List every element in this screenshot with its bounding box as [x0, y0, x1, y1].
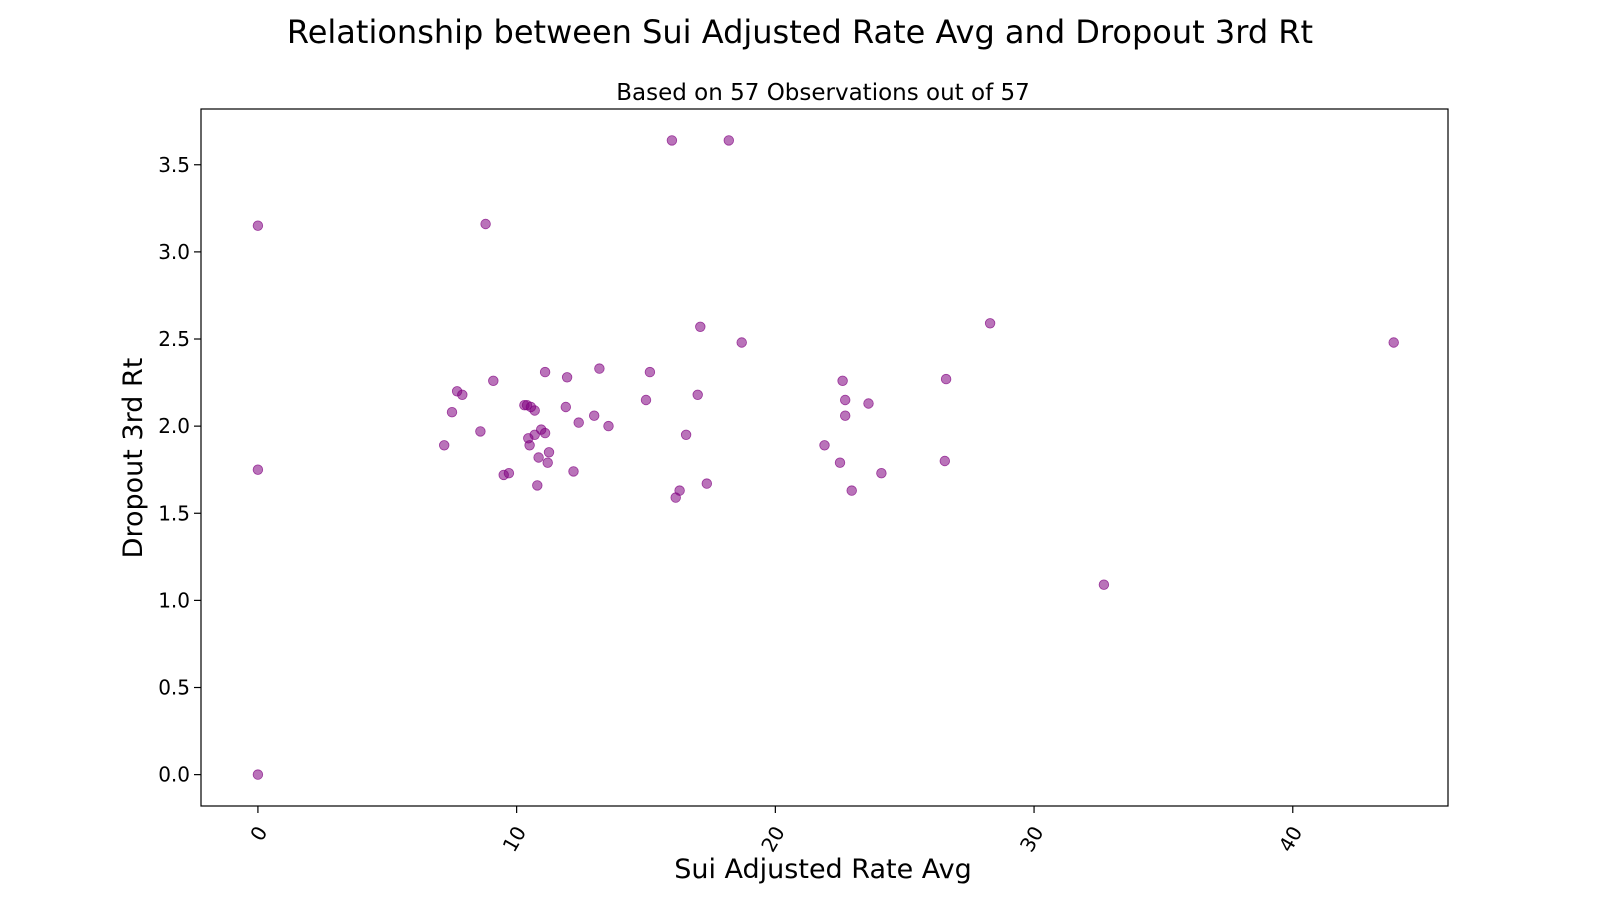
y-tick-label-3: 1.5: [158, 501, 190, 525]
x-tick-label-4: 40: [1274, 822, 1308, 856]
data-point-7: [475, 426, 486, 437]
data-point-53: [940, 373, 952, 385]
data-point-4: [446, 407, 458, 418]
data-point-54: [984, 318, 996, 329]
data-point-47: [840, 410, 851, 421]
data-point-0: [252, 220, 264, 231]
y-axis-ticks: 0.0 0.5 1.0 1.5 2.0 2.5 3.0 3.5: [158, 153, 201, 787]
data-point-15: [524, 440, 535, 451]
data-point-9: [488, 375, 499, 387]
data-point-42: [723, 135, 735, 146]
data-point-30: [589, 410, 600, 421]
chart-title: Relationship between Sui Adjusted Rate A…: [287, 13, 1313, 51]
data-point-6: [457, 389, 468, 401]
data-point-55: [1098, 579, 1110, 590]
data-point-45: [834, 457, 846, 468]
data-point-2: [252, 769, 264, 780]
data-point-25: [543, 447, 555, 458]
y-axis-label: Dropout 3rd Rt: [118, 358, 149, 559]
data-point-29: [573, 417, 584, 428]
data-points: [252, 135, 1399, 780]
data-point-37: [674, 485, 685, 496]
data-point-50: [863, 398, 874, 409]
x-tick-label-0: 0: [245, 822, 272, 845]
data-point-39: [692, 389, 703, 401]
data-point-34: [644, 366, 656, 378]
data-point-33: [640, 394, 652, 406]
chart-subtitle: Based on 57 Observations out of 57: [616, 80, 1030, 106]
data-point-56: [1388, 337, 1399, 348]
data-point-8: [480, 218, 491, 230]
y-tick-label-0: 0.0: [158, 763, 190, 787]
data-point-40: [695, 321, 706, 333]
plot-area-frame: [200, 108, 1449, 807]
x-tick-label-3: 30: [1015, 822, 1049, 856]
y-tick-label-2: 1.0: [158, 588, 190, 612]
data-point-28: [568, 466, 579, 477]
data-point-32: [603, 420, 614, 432]
data-point-20: [533, 452, 544, 463]
x-axis-label: Sui Adjusted Rate Avg: [674, 854, 972, 885]
data-point-51: [876, 468, 887, 479]
y-tick-label-5: 2.5: [158, 327, 190, 351]
data-point-1: [252, 464, 264, 475]
y-tick-label-6: 3.0: [158, 240, 190, 264]
data-point-19: [532, 480, 543, 491]
data-point-43: [736, 337, 747, 348]
y-tick-label-4: 2.0: [158, 414, 190, 438]
data-point-41: [701, 478, 713, 489]
data-point-46: [837, 375, 848, 387]
data-point-27: [561, 372, 573, 383]
data-point-44: [819, 440, 830, 451]
data-point-38: [680, 429, 692, 441]
data-point-23: [539, 427, 551, 439]
data-point-11: [503, 468, 515, 479]
data-point-35: [666, 135, 678, 146]
data-point-26: [560, 401, 572, 413]
data-point-31: [594, 363, 605, 374]
x-tick-label-1: 10: [498, 822, 532, 856]
data-point-24: [542, 457, 553, 468]
data-point-52: [939, 455, 951, 467]
data-point-22: [539, 366, 551, 378]
x-axis-ticks: 0 10 20 30 40: [245, 806, 1307, 856]
data-point-48: [840, 394, 851, 406]
y-tick-label-1: 0.5: [158, 676, 190, 700]
y-tick-label-7: 3.5: [158, 153, 190, 177]
x-tick-label-2: 20: [756, 822, 790, 856]
data-point-17: [529, 405, 540, 416]
data-point-3: [439, 440, 450, 451]
data-point-49: [846, 485, 857, 496]
